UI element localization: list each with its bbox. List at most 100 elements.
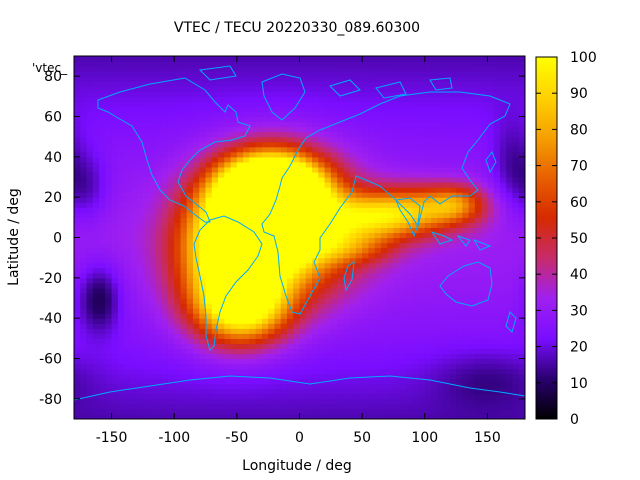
heatmap-cell [105, 333, 113, 339]
heatmap-cell [305, 111, 313, 118]
heatmap-cell [405, 71, 413, 77]
heatmap-cell [286, 81, 294, 87]
heatmap-cell [424, 171, 432, 178]
heatmap-cell [468, 126, 476, 133]
heatmap-cell [124, 192, 131, 198]
heatmap-cell [387, 56, 395, 62]
heatmap-cell [418, 101, 426, 108]
heatmap-cell [324, 71, 332, 77]
heatmap-cell [199, 277, 207, 284]
heatmap-cell [167, 413, 175, 419]
heatmap-cell [136, 267, 144, 274]
heatmap-cell [161, 368, 169, 375]
heatmap-cell [374, 116, 382, 123]
heatmap-cell [249, 242, 257, 249]
heatmap-cell [161, 207, 169, 213]
heatmap-cell [405, 141, 413, 148]
heatmap-cell [405, 76, 413, 82]
heatmap-cell [136, 202, 144, 208]
heatmap-cell [431, 192, 438, 198]
heatmap-cell [155, 282, 163, 289]
heatmap-cell [161, 131, 169, 138]
heatmap-cell [149, 242, 157, 249]
heatmap-cell [111, 151, 119, 158]
heatmap-cell [111, 358, 119, 365]
heatmap-cell [449, 292, 457, 299]
heatmap-cell [493, 262, 501, 269]
heatmap-cell [418, 403, 426, 410]
heatmap-cell [499, 61, 507, 67]
heatmap-cell [174, 222, 182, 229]
heatmap-cell [211, 232, 219, 239]
heatmap-cell [399, 303, 407, 309]
heatmap-cell [462, 287, 470, 294]
heatmap-cell [380, 358, 388, 365]
heatmap-cell [80, 141, 88, 148]
heatmap-cell [142, 257, 150, 264]
heatmap-cell [205, 237, 213, 244]
heatmap-cell [362, 182, 369, 188]
heatmap-cell [99, 76, 106, 82]
heatmap-cell [474, 217, 482, 223]
heatmap-cell [293, 141, 301, 148]
heatmap-cell [249, 318, 257, 324]
heatmap-cell [255, 56, 263, 62]
heatmap-cell [111, 86, 119, 92]
heatmap-cell [362, 56, 369, 62]
heatmap-cell [193, 313, 200, 319]
heatmap-cell [268, 212, 276, 218]
heatmap-cell [443, 257, 451, 264]
heatmap-cell [318, 207, 326, 213]
heatmap-cell [393, 313, 401, 319]
heatmap-cell [355, 303, 363, 309]
heatmap-cell [337, 252, 344, 259]
heatmap-cell [205, 353, 213, 360]
heatmap-cell [493, 171, 501, 178]
heatmap-cell [249, 277, 257, 284]
heatmap-cell [199, 272, 207, 279]
heatmap-cell [136, 192, 144, 198]
heatmap-cell [474, 277, 482, 284]
heatmap-cell [412, 287, 420, 294]
heatmap-cell [418, 292, 426, 299]
heatmap-cell [174, 323, 182, 329]
heatmap-cell [205, 262, 213, 269]
heatmap-cell [355, 141, 363, 148]
heatmap-cell [149, 318, 157, 324]
heatmap-cell [318, 146, 326, 153]
heatmap-cell [393, 408, 401, 415]
heatmap-cell [355, 277, 363, 284]
heatmap-cell [136, 141, 144, 148]
heatmap-cell [318, 388, 326, 395]
heatmap-cell [349, 257, 357, 264]
heatmap-cell [424, 373, 432, 380]
heatmap-cell [368, 242, 376, 249]
heatmap-cell [474, 171, 482, 178]
heatmap-cell [236, 66, 244, 72]
heatmap-cell [349, 338, 357, 344]
heatmap-cell [268, 292, 276, 299]
heatmap-cell [368, 348, 376, 355]
heatmap-cell [374, 403, 382, 410]
heatmap-cell [155, 222, 163, 229]
heatmap-cell [362, 222, 369, 229]
heatmap-cell [487, 292, 495, 299]
heatmap-cell [299, 207, 307, 213]
heatmap-cell [274, 398, 282, 405]
heatmap-cell [117, 408, 125, 415]
heatmap-cell [337, 363, 344, 370]
heatmap-cell [380, 161, 388, 168]
heatmap-cell [286, 136, 294, 143]
heatmap-cell [180, 393, 188, 400]
heatmap-cell [399, 71, 407, 77]
heatmap-cell [462, 217, 470, 223]
heatmap-cell [362, 292, 369, 299]
heatmap-cell [312, 257, 319, 264]
heatmap-cell [424, 217, 432, 223]
heatmap-cell [167, 202, 175, 208]
heatmap-cell [293, 308, 301, 314]
heatmap-cell [268, 171, 276, 178]
heatmap-cell [99, 313, 106, 319]
heatmap-cell [124, 388, 131, 395]
heatmap-cell [243, 303, 250, 309]
